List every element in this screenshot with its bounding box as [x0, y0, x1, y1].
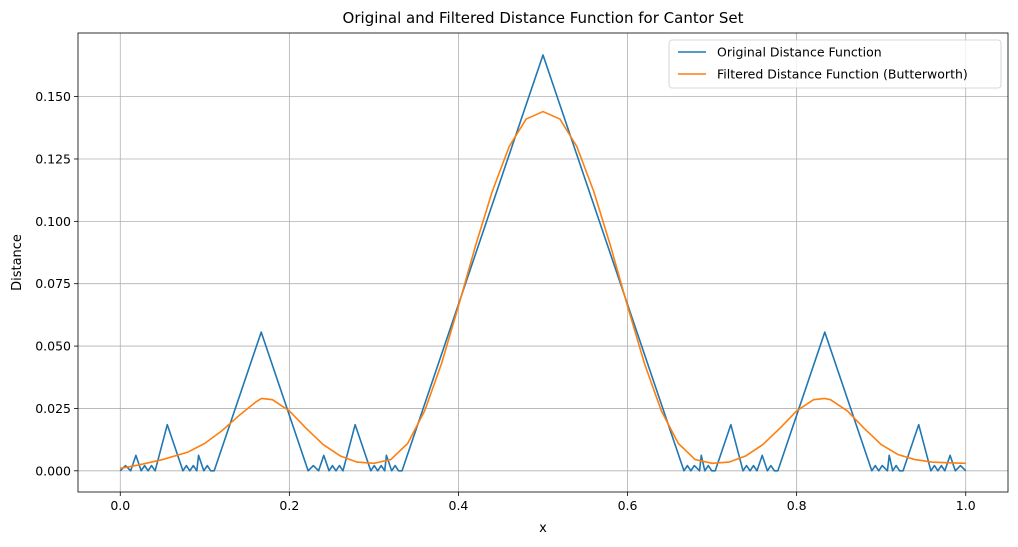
legend: Original Distance Function Filtered Dist… [668, 39, 1002, 89]
x-tick-label: 0.8 [787, 498, 807, 513]
x-tick-label: 0.6 [618, 498, 638, 513]
x-axis-label: x [539, 521, 547, 536]
y-axis-label: Distance [10, 234, 25, 291]
plot-series [119, 54, 967, 472]
series-line-original [119, 54, 967, 472]
legend-label-original: Original Distance Function [717, 45, 882, 60]
y-tick-label: 0.125 [35, 151, 71, 166]
y-tick-label: 0.000 [35, 463, 71, 478]
legend-label-filtered: Filtered Distance Function (Butterworth) [717, 67, 968, 82]
grid-lines [78, 33, 1008, 492]
x-tick-label: 0.0 [110, 498, 130, 513]
y-tick-label: 0.075 [35, 276, 71, 291]
plot-frame [77, 32, 1009, 493]
y-tick-label: 0.025 [35, 401, 71, 416]
y-tick-label: 0.050 [35, 339, 71, 354]
y-tick-label: 0.150 [35, 89, 71, 104]
x-tick-label: 0.4 [449, 498, 469, 513]
x-tick-label: 1.0 [956, 498, 976, 513]
chart-title: Original and Filtered Distance Function … [343, 9, 744, 27]
x-tick-label: 0.2 [279, 498, 299, 513]
axis-ticks: 0.0 0.2 0.4 0.6 0.8 1.0 0.000 0.025 0.050 0.075 0.… [35, 89, 976, 513]
y-tick-label: 0.100 [35, 214, 71, 229]
legend-box [668, 39, 1002, 89]
series-line-filtered [120, 110, 966, 470]
